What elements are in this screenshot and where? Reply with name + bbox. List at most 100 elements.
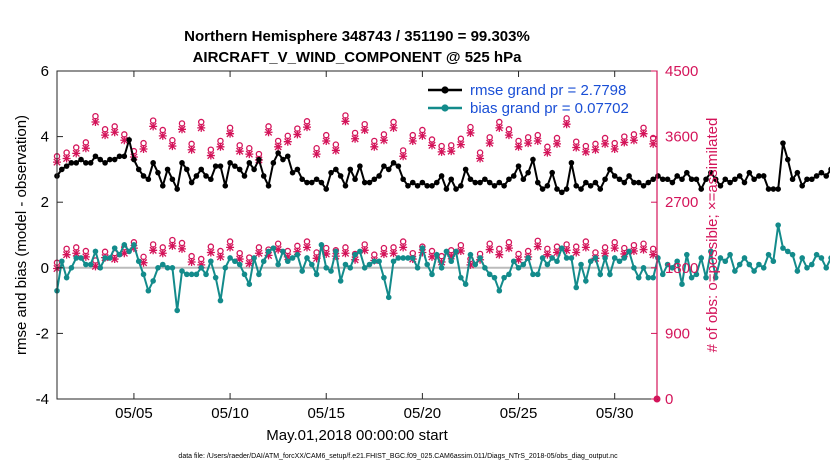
bias-point <box>573 284 580 291</box>
bias-point <box>92 248 99 255</box>
bias-point <box>260 258 267 265</box>
bias-point <box>717 255 724 261</box>
rmse-point <box>448 176 455 183</box>
obs-assimilated-marker <box>216 142 225 151</box>
obs-assimilated-marker <box>553 248 561 257</box>
obs-assimilated-marker <box>610 244 619 253</box>
bias-point <box>818 255 825 261</box>
bias-point <box>232 258 238 265</box>
bias-point <box>424 261 430 268</box>
y-tick-label: -2 <box>36 325 49 342</box>
bias-point <box>159 261 166 268</box>
bias-point <box>73 255 80 261</box>
bias-point <box>486 271 493 278</box>
obs-assimilated-marker <box>629 247 638 256</box>
rmse-point <box>376 173 382 179</box>
obs-assimilated-marker <box>601 249 610 258</box>
obs-assimilated-marker <box>437 147 446 156</box>
rmse-point <box>309 179 315 186</box>
rmse-point <box>284 153 291 160</box>
bias-point <box>395 255 402 261</box>
obs-assimilated-marker <box>437 257 446 266</box>
rmse-point <box>318 179 325 186</box>
rmse-point <box>241 173 248 179</box>
legend-rmse-label: rmse grand pr = 2.7798 <box>470 82 626 99</box>
obs-assimilated-marker <box>341 249 350 258</box>
rmse-point <box>659 176 666 183</box>
bias-point <box>631 265 637 271</box>
rmse-point <box>587 183 594 189</box>
axes-layer: 05/05 05/10 05/15 05/20 05/25 05/30 -4 -2 0 2 4 6 0 9… <box>36 63 699 422</box>
rmse-point <box>684 169 690 176</box>
rmse-point <box>751 176 757 183</box>
rmse-point <box>251 166 257 173</box>
bias-point <box>655 255 661 261</box>
obs-assimilated-marker <box>303 123 311 132</box>
bias-point <box>376 258 382 265</box>
obs-assimilated-marker <box>187 145 196 154</box>
x-tick-label: 05/10 <box>211 405 249 422</box>
rmse-point <box>405 183 411 189</box>
bias-point <box>83 261 89 268</box>
bias-point <box>616 258 623 265</box>
rmse-point <box>549 169 555 176</box>
rmse-point <box>256 156 262 163</box>
bias-point <box>145 287 152 294</box>
bias-point <box>684 251 690 258</box>
rmse-point <box>467 176 474 183</box>
obs-assimilated-marker <box>399 152 408 161</box>
bias-point <box>578 261 584 268</box>
rmse-point <box>313 176 320 183</box>
obs-assimilated-marker <box>379 136 388 145</box>
bias-point <box>708 248 714 255</box>
obs-assimilated-marker <box>149 122 158 131</box>
obs-assimilated-marker <box>447 147 456 156</box>
rmse-point <box>559 189 565 196</box>
obs-assimilated-marker <box>110 255 119 264</box>
obs-assimilated-marker <box>158 249 167 258</box>
rmse-point <box>395 163 402 169</box>
bias-point <box>443 248 450 255</box>
bias-point <box>472 261 479 268</box>
bias-point <box>794 268 801 274</box>
rmse-point <box>809 176 815 183</box>
bias-point <box>534 271 541 278</box>
rmse-point <box>477 179 483 186</box>
bias-point <box>318 242 325 248</box>
obs-assimilated-marker <box>274 245 283 254</box>
bias-point <box>809 261 815 268</box>
obs-assimilated-marker <box>226 129 235 138</box>
rmse-point <box>59 166 65 173</box>
bias-point <box>621 255 628 261</box>
rmse-point <box>496 179 503 186</box>
obs-assimilated-marker <box>139 144 148 153</box>
rmse-point <box>688 176 695 183</box>
bias-point <box>467 251 474 258</box>
rmse-point <box>486 179 493 186</box>
rmse-point <box>780 140 786 146</box>
rmse-point <box>275 150 281 156</box>
bias-point <box>169 265 176 271</box>
legend-bias-marker <box>441 104 449 112</box>
bias-point <box>732 268 738 274</box>
bias-point <box>241 271 248 278</box>
obs-assimilated-marker <box>447 252 456 261</box>
chart-title-line2: AIRCRAFT_V_WIND_COMPONENT @ 525 hPa <box>193 49 523 66</box>
bias-point <box>236 261 243 268</box>
bias-point <box>491 274 498 281</box>
rmse-point <box>280 156 286 163</box>
rmse-point <box>87 160 94 166</box>
rmse-point <box>462 166 469 173</box>
obs-assimilated-marker <box>322 136 331 145</box>
bias-point <box>217 297 224 304</box>
rmse-point <box>116 153 123 160</box>
bias-point <box>775 222 781 228</box>
bias-point <box>549 255 555 261</box>
rmse-point <box>135 166 142 173</box>
rmse-point <box>727 179 733 186</box>
rmse-point <box>616 176 623 183</box>
obs-assimilated-marker <box>187 257 196 266</box>
rmse-point <box>717 183 724 189</box>
rmse-point <box>794 169 801 176</box>
bias-point <box>587 258 594 265</box>
